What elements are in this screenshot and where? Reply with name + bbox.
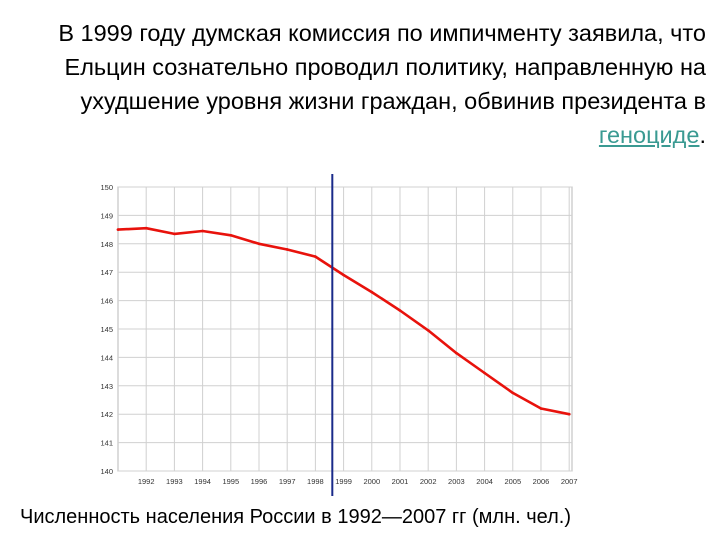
population-chart-svg: 140 141 142 143 144 145 146 147 148 149 150 1992 199… [100, 174, 578, 496]
population-data-point [201, 229, 204, 233]
y-tick-label: 144 [100, 353, 113, 362]
population-data-point [511, 391, 515, 395]
x-tick-label: 1999 [335, 477, 352, 486]
population-data-point [455, 351, 458, 355]
x-tick-label: 1992 [138, 477, 155, 486]
population-data-point [398, 309, 402, 312]
population-data-point [144, 226, 148, 230]
x-tick-label: 2003 [448, 477, 465, 486]
population-data-point [426, 329, 430, 332]
population-data-point [567, 412, 571, 416]
x-tick-label: 1993 [166, 477, 183, 486]
population-data-point [285, 248, 289, 251]
population-data-point [314, 255, 317, 258]
chart-caption: Численность населения России в 1992—2007… [20, 506, 572, 528]
x-tick-label: 2006 [533, 477, 550, 486]
population-data-point [116, 228, 120, 231]
population-data-point [173, 232, 176, 236]
x-tick-label: 2000 [363, 477, 380, 486]
x-tick-label: 1998 [307, 477, 324, 486]
population-data-point [257, 242, 261, 246]
population-chart: 140 141 142 143 144 145 146 147 148 149 150 1992 199… [88, 174, 578, 496]
x-tick-label: 2002 [420, 477, 437, 486]
population-data-point [342, 273, 345, 277]
y-tick-label: 147 [100, 268, 113, 277]
x-tick-label: 2007 [561, 477, 578, 486]
x-tick-label: 1994 [194, 477, 211, 486]
y-tick-label: 141 [100, 439, 113, 448]
x-tick-label: 1996 [251, 477, 268, 486]
population-data-point [229, 233, 233, 237]
slide-text-main: В 1999 году думская комиссия по импичмен… [58, 20, 706, 114]
population-data-point [539, 407, 543, 410]
y-tick-label: 140 [100, 467, 113, 476]
x-tick-label: 1995 [222, 477, 239, 486]
y-tick-label: 148 [100, 240, 113, 249]
population-data-point [483, 371, 486, 375]
y-tick-label: 145 [100, 325, 113, 334]
x-tick-label: 2001 [392, 477, 409, 486]
population-data-point [370, 290, 374, 294]
x-tick-label: 2005 [504, 477, 521, 486]
y-tick-label: 150 [100, 183, 113, 192]
x-tick-label: 2004 [476, 477, 493, 486]
y-tick-label: 143 [100, 382, 113, 391]
y-tick-label: 142 [100, 410, 113, 419]
genocide-link[interactable]: геноциде [598, 122, 700, 148]
y-tick-label: 146 [100, 297, 113, 306]
slide-text: В 1999 году думская комиссия по импичмен… [40, 16, 706, 152]
slide-text-end: . [699, 122, 706, 148]
x-tick-label: 1997 [279, 477, 296, 486]
y-tick-label: 149 [100, 211, 113, 220]
